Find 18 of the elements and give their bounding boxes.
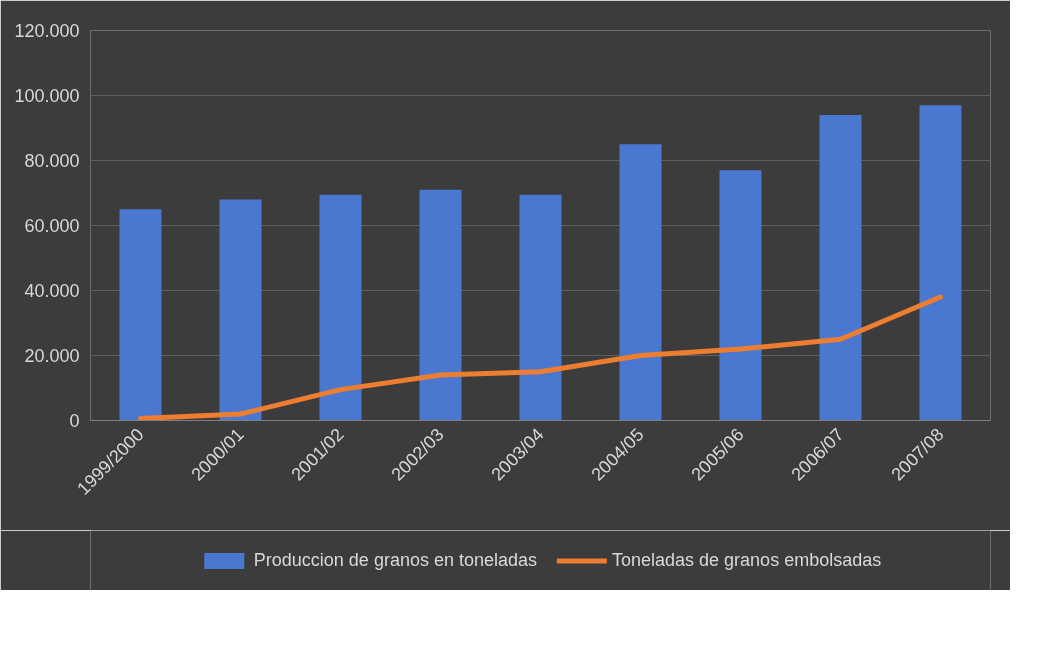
bar	[419, 189, 462, 421]
y-tick-label: 100.000	[14, 86, 80, 106]
y-tick-label: 0	[69, 411, 80, 431]
bar	[319, 194, 362, 421]
y-tick-label: 120.000	[14, 21, 80, 41]
bar	[719, 170, 762, 421]
y-tick-label: 60.000	[24, 216, 80, 236]
bar	[619, 144, 662, 421]
y-tick-label: 80.000	[24, 151, 80, 171]
bar	[119, 209, 162, 421]
y-tick-label: 40.000	[24, 281, 80, 301]
bar	[519, 194, 562, 421]
legend-label: Produccion de granos en toneladas	[253, 549, 538, 571]
legend-label: Toneladas de granos embolsadas	[612, 549, 882, 571]
bar	[919, 105, 962, 421]
y-tick-label: 20.000	[24, 346, 80, 366]
bar	[219, 199, 262, 421]
bar	[819, 115, 862, 421]
